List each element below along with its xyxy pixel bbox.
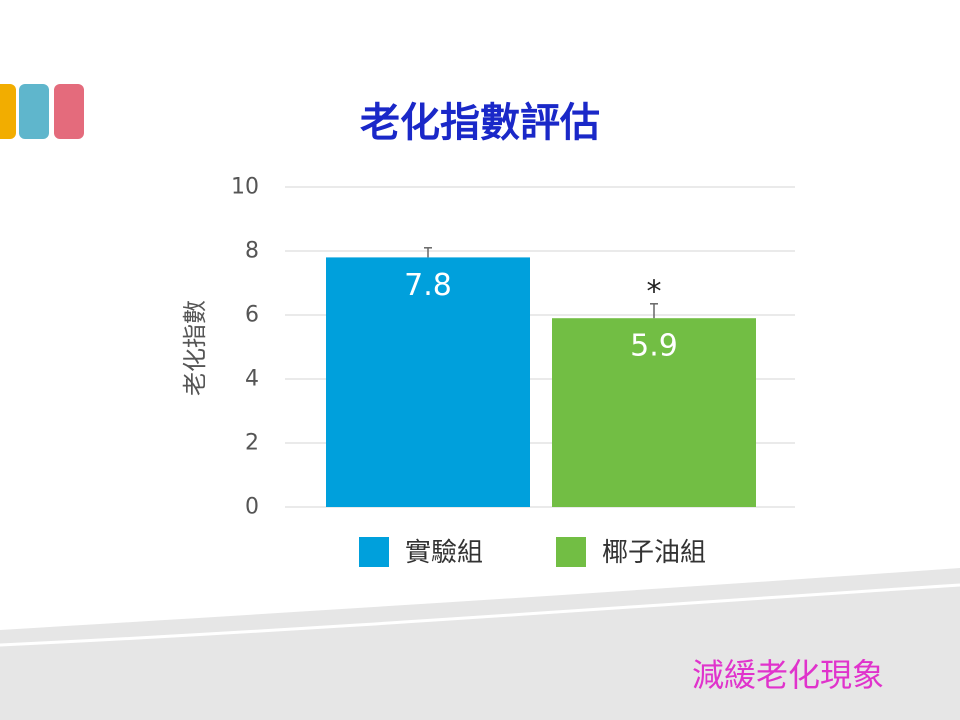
y-axis-title: 老化指數	[181, 300, 209, 396]
footer-swoosh-highlight	[0, 583, 960, 647]
y-tick-label: 4	[245, 367, 259, 392]
bar	[552, 318, 756, 507]
y-tick-label: 6	[245, 303, 259, 328]
bar-data-label: 7.8	[404, 268, 452, 303]
bar-data-label: 5.9	[630, 329, 678, 364]
deco-block-pink	[54, 84, 84, 139]
bar	[326, 257, 530, 507]
bars: 7.8 5.9 *	[326, 247, 756, 507]
y-tick-label: 0	[245, 495, 259, 520]
footer-swoosh	[0, 568, 960, 720]
legend-swatch	[359, 537, 389, 567]
legend-swatch	[556, 537, 586, 567]
legend-label: 椰子油組	[602, 538, 706, 568]
deco-block-blue	[19, 84, 49, 139]
legend-label: 實驗組	[405, 538, 483, 568]
legend-item: 椰子油組	[556, 537, 706, 568]
y-tick-label: 2	[245, 431, 259, 456]
legend-item: 實驗組	[359, 537, 483, 568]
y-tick-labels: 0 2 4 6 8 10	[231, 175, 259, 520]
y-tick-label: 8	[245, 239, 259, 264]
slide-title: 老化指數評估	[360, 100, 600, 146]
slide-caption: 減緩老化現象	[691, 656, 884, 694]
legend: 實驗組 椰子油組	[359, 537, 706, 568]
y-tick-label: 10	[231, 175, 259, 200]
deco-block-yellow	[0, 84, 16, 139]
significance-mark: *	[647, 274, 662, 309]
